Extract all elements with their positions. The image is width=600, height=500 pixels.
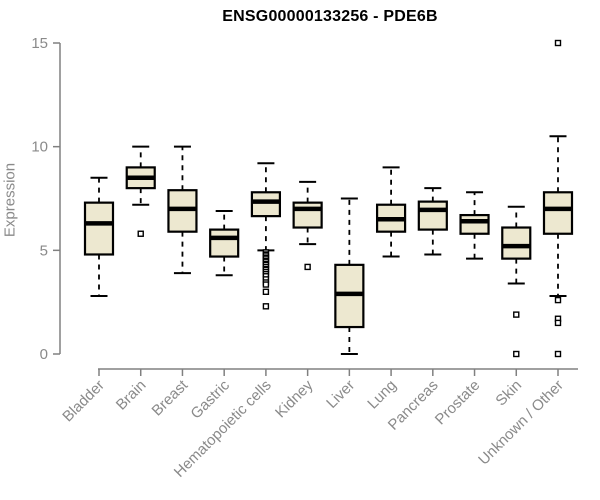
box-Gastric	[209, 228, 240, 258]
outlier-point	[304, 263, 311, 271]
box-Kidney	[292, 201, 323, 229]
x-tick-label: Brain	[113, 377, 150, 414]
x-tick-label: Kidney	[272, 376, 317, 421]
outlier-point	[513, 311, 520, 318]
x-tick-label: Prostate	[432, 377, 484, 429]
outlier-point	[554, 350, 562, 358]
outlier-point	[262, 303, 270, 310]
y-tick-label: 10	[31, 139, 48, 156]
x-tick-label: Skin	[492, 377, 525, 410]
box-Prostate	[459, 213, 490, 235]
box-Skin	[501, 226, 532, 260]
box-Hematopoietic cells	[250, 191, 282, 218]
x-tick-label: Liver	[323, 377, 358, 412]
box-Bladder	[83, 201, 115, 256]
y-tick-label: 15	[31, 35, 48, 52]
y-tick-label: 0	[40, 346, 48, 363]
y-tick-label: 5	[40, 242, 48, 259]
x-tick-label: Breast	[149, 376, 192, 419]
outlier-point	[513, 350, 520, 358]
box-Pancreas	[417, 200, 448, 231]
outlier-point	[554, 296, 562, 304]
chart-title: ENSG00000133256 - PDE6B	[222, 8, 438, 25]
x-tick-label: Bladder	[59, 377, 108, 426]
box-Unknown / Other	[542, 191, 574, 235]
outlier-point	[554, 39, 562, 47]
outlier-point	[554, 319, 562, 327]
outlier-point	[262, 288, 270, 295]
x-tick-label: Lung	[364, 377, 400, 413]
outlier-point	[137, 230, 144, 237]
outlier-point	[262, 281, 270, 288]
